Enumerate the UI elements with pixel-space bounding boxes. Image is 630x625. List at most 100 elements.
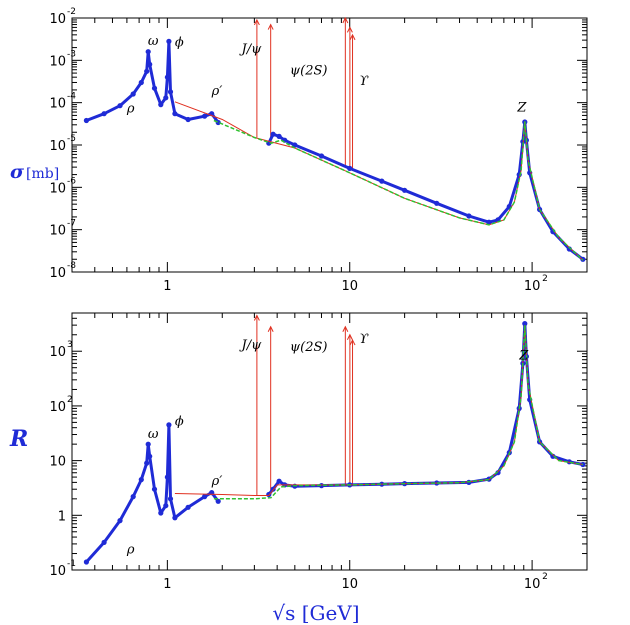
data-point [151,85,158,91]
y-tick-label: 10 [49,564,66,579]
sigma-panel: 1 10 10 210 -810 -710 -610 -510 -410-310 -2σ [mb]ω… [10,7,588,294]
x-tick-label: 10 [524,279,541,294]
y-tick-exponent: -1 [67,559,76,569]
y-tick-exponent: -2 [67,7,76,17]
y-tick-label: 10 [49,54,66,69]
data-point [318,483,325,489]
y-axis-symbol: R [9,426,28,452]
resonance-label: ϒ [359,332,369,347]
data-point [379,178,385,184]
y-axis-title: R [9,426,28,452]
data-point [215,498,221,504]
data-point [164,74,170,80]
data-point [202,494,208,500]
x-tick-label: 1 [163,279,171,294]
resonance-label: ϒ [359,74,369,89]
resonance-label: Z [518,349,529,364]
data-point [434,200,440,206]
y-axis-title: σ [mb] [10,161,59,183]
resonance-arrow [267,325,274,332]
resonance-label: ω [148,427,159,442]
data-point [130,494,136,500]
x-tick-label: 10 [341,279,358,294]
data-point [166,422,172,428]
data-point [486,219,492,225]
data-point [101,111,107,117]
data-point [172,111,178,117]
data-series [267,120,584,261]
data-point [83,559,89,565]
model-curve [174,101,584,261]
data-point [144,460,150,466]
data-point [292,142,298,148]
resonance-arrow [342,16,349,24]
x-tick-exponent: 2 [542,274,548,284]
resonance-label: Z [516,100,527,115]
x-axis-label: √s [GeV] [272,601,359,625]
y-tick-exponent: -7 [67,219,76,229]
resonance-arrow [253,18,260,26]
data-point [318,153,325,159]
data-point [130,91,136,97]
data-point [270,131,276,137]
resonance-arrow [253,314,260,321]
x-tick-label: 1 [163,577,171,592]
y-tick-exponent: 2 [67,395,73,405]
data-point [138,477,144,483]
resonance-arrow [346,333,353,340]
fit-curve [213,119,584,261]
data-point [347,165,353,171]
resonance-arrow [267,23,274,30]
data-point [144,68,150,74]
data-point [117,103,123,109]
data-point [495,470,501,476]
resonance-arrow [349,338,356,346]
y-tick-label: 1 [58,509,66,524]
resonance-label: ϕ [175,414,184,429]
y-tick-exponent: -6 [67,176,76,186]
resonance-arrow [346,26,353,33]
resonance-label: ρ [126,101,135,116]
y-tick-label: 10 [49,400,66,415]
fit-curve [213,325,584,500]
data-point [166,38,172,45]
resonance-label: ρ′ [211,474,223,489]
x-tick-label: 10 [524,577,541,592]
data-point [163,503,169,509]
resonance-label: ρ [126,543,135,558]
y-tick-label: 10 [49,139,66,154]
y-tick-exponent: 3 [67,340,73,350]
data-point [164,474,170,480]
x-tick-exponent: 2 [542,572,548,582]
y-tick-label: 10 [49,181,66,196]
resonance-label: J/ψ [238,338,262,353]
y-tick-label: 10 [49,224,66,239]
data-point [276,478,282,484]
data-point [202,113,208,119]
y-axis-symbol: σ [10,161,25,183]
y-tick-exponent: -4 [67,92,76,102]
data-point [402,187,408,193]
y-tick-label: 10 [49,455,66,470]
data-point [167,496,174,502]
data-point [117,518,123,524]
resonance-label: ω [148,34,159,49]
data-point [138,79,144,86]
x-axis-title: √s [GeV] [272,601,359,625]
data-point [172,515,178,521]
y-tick-label: 10 [49,266,66,281]
data-point [185,504,191,510]
data-point [151,486,158,492]
data-point [145,49,151,55]
resonance-label: ψ(2S) [290,340,328,355]
plot-frame [71,312,588,571]
resonance-label: J/ψ [238,42,262,57]
y-axis-unit: [mb] [26,166,59,182]
data-point [163,95,169,101]
data-point [550,453,556,459]
data-point [522,321,528,327]
data-point [167,89,174,95]
data-point [147,61,153,67]
resonance-arrow [349,33,356,41]
